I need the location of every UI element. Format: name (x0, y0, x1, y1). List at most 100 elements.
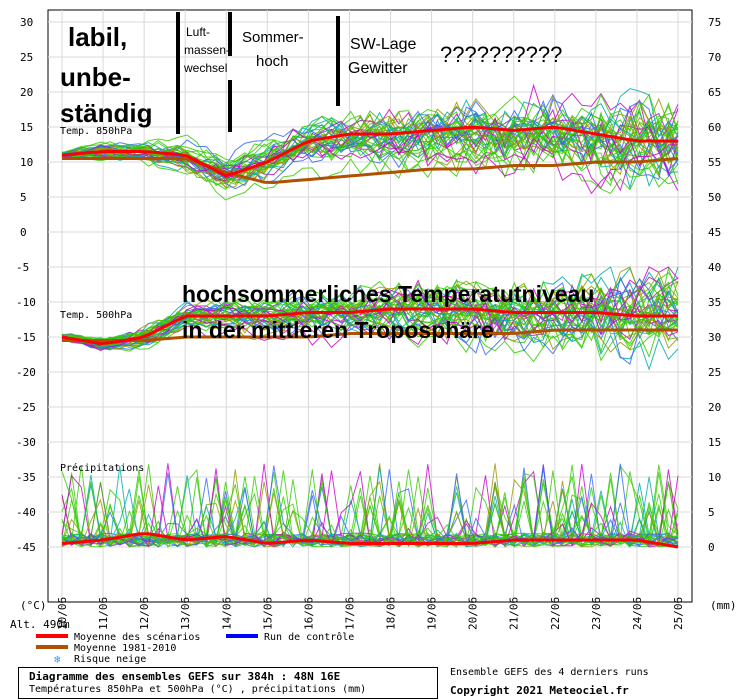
y-tick-left-500: -35 (16, 471, 36, 484)
footer-subtitle: Températures 850hPa et 500hPa (°C) , pré… (29, 684, 367, 695)
ensemble-member-line (61, 110, 679, 189)
y-tick-right-850: 60 (708, 121, 721, 134)
y-tick-left-850: 0 (20, 226, 27, 239)
annotation-bar-2 (228, 12, 232, 56)
legend-control-label: Run de contrôle (264, 631, 354, 643)
y-tick-right-precip: 25 (708, 366, 721, 379)
y-tick-right-precip: 15 (708, 436, 721, 449)
y-tick-left-500: -40 (16, 506, 36, 519)
climo-line-850 (62, 157, 679, 184)
footer-title: Diagramme des ensembles GEFS sur 384h : … (29, 670, 341, 683)
axis-ticks: 0 45 5 50 10 55 15 60 20 65 25 70 30 75 -45 0 -40 5 -35 10 -… (16, 16, 721, 630)
annotation-hochsommer: hochsommerliches Temperatutniveau (182, 281, 594, 307)
x-tick-label: 11/06 (97, 597, 110, 630)
annotation-bar-3 (228, 80, 232, 132)
ensemble-member-line (61, 282, 679, 351)
annotation-wechsel: wechsel (183, 61, 227, 75)
climatology-lines (62, 157, 679, 342)
x-tick-label: 13/06 (179, 597, 192, 630)
y-tick-left-500: -5 (16, 261, 29, 274)
annotation-labil: labil, (68, 22, 127, 52)
panel-label-500: Temp. 500hPa (60, 310, 132, 321)
ensemble-member-line (61, 93, 679, 181)
y-tick-right-precip: 40 (708, 261, 721, 274)
y-tick-left-850: 5 (20, 191, 27, 204)
y-tick-right-850: 65 (708, 86, 721, 99)
x-tick-label: 18/06 (385, 597, 398, 630)
x-tick-label: 25/06 (672, 597, 685, 630)
panel-label-850: Temp. 850hPa (60, 126, 132, 137)
ensemble-members (61, 83, 679, 549)
mean-line-precip (61, 532, 679, 549)
annotation-staendig: ständig (60, 98, 152, 128)
ensemble-member-line (61, 133, 679, 195)
annotation-sw-lage: SW-Lage (350, 36, 417, 53)
y-tick-left-850: 20 (20, 86, 33, 99)
ensemble-member-line (61, 110, 679, 185)
snowflake-icon: ❄ (54, 653, 61, 666)
x-tick-label: 17/06 (343, 597, 356, 630)
annotation-sommer: Sommer- (242, 29, 304, 46)
y-tick-left-500: -25 (16, 401, 36, 414)
x-tick-label: 24/06 (631, 597, 644, 630)
altitude-label: Alt. 490m (10, 618, 70, 631)
annotation-troposphaere: in der mittleren Troposphäre (182, 317, 494, 343)
x-tick-label: 21/06 (508, 597, 521, 630)
y-tick-right-precip: 10 (708, 471, 721, 484)
y-tick-left-500: -15 (16, 331, 36, 344)
legend-snow-label: Risque neige (74, 654, 146, 665)
y-tick-right-precip: 20 (708, 401, 721, 414)
y-tick-right-850: 50 (708, 191, 721, 204)
y-tick-left-850: 15 (20, 121, 33, 134)
ensemble-member-line (61, 291, 679, 345)
x-tick-label: 22/06 (549, 597, 562, 630)
annotation-massen: massen- (184, 43, 230, 57)
right-unit: (mm) (710, 599, 737, 612)
x-tick-label: 23/06 (590, 597, 603, 630)
credit-line-1: Ensemble GEFS des 4 derniers runs (450, 667, 649, 678)
x-tick-label: 12/06 (138, 597, 151, 630)
mean-line-500 (61, 307, 678, 346)
annotation-hoch: hoch (256, 53, 289, 70)
y-tick-right-precip: 35 (708, 296, 721, 309)
annotation-bar-4 (336, 16, 340, 106)
y-tick-right-precip: 0 (708, 541, 715, 554)
left-unit: (°C) (20, 599, 47, 612)
y-tick-right-850: 45 (708, 226, 721, 239)
y-tick-right-850: 70 (708, 51, 721, 64)
annotation-luft: Luft- (186, 25, 210, 39)
x-tick-label: 15/06 (261, 597, 274, 630)
annotation-gewitter: Gewitter (348, 60, 408, 77)
precip-member-line (61, 468, 679, 549)
y-tick-left-850: 30 (20, 16, 33, 29)
y-tick-right-850: 55 (708, 156, 721, 169)
y-tick-right-precip: 30 (708, 331, 721, 344)
annotation-question: ?????????? (440, 42, 562, 67)
y-tick-left-500: -45 (16, 541, 36, 554)
annotation-bar-1 (176, 12, 180, 134)
x-tick-label: 19/06 (426, 597, 439, 630)
mean-lines (61, 125, 679, 549)
x-tick-label: 14/06 (220, 597, 233, 630)
x-tick-label: 10/06 (56, 597, 69, 630)
legend-mean-label: Moyenne des scénarios (74, 631, 200, 643)
footer-box: Diagramme des ensembles GEFS sur 384h : … (18, 667, 438, 699)
y-tick-left-850: 25 (20, 51, 33, 64)
y-tick-right-precip: 5 (708, 506, 715, 519)
annotation-unbe: unbe- (60, 62, 131, 92)
y-tick-left-500: -10 (16, 296, 36, 309)
climo-line-500 (62, 328, 678, 342)
y-tick-left-850: 10 (20, 156, 33, 169)
legend-climo-label: Moyenne 1981-2010 (74, 643, 176, 654)
y-tick-left-500: -30 (16, 436, 36, 449)
credit-line-2: Copyright 2021 Meteociel.fr (450, 684, 629, 697)
mean-line-850 (61, 125, 678, 178)
panel-label-precip: Précipitations (60, 462, 144, 474)
x-tick-label: 20/06 (467, 597, 480, 630)
y-tick-right-850: 75 (708, 16, 721, 29)
ensemble-member-line (61, 301, 679, 362)
y-tick-left-500: -20 (16, 366, 36, 379)
x-tick-label: 16/06 (302, 597, 315, 630)
ensemble-member-line (61, 282, 679, 366)
